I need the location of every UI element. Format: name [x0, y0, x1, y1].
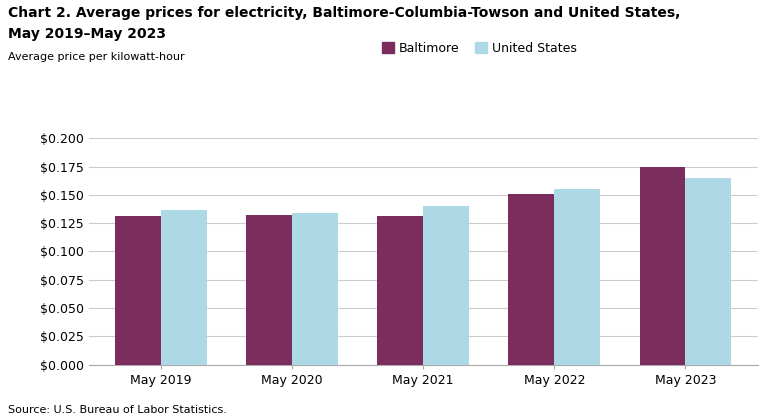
Text: Chart 2. Average prices for electricity, Baltimore-Columbia-Towson and United St: Chart 2. Average prices for electricity,…: [8, 6, 680, 20]
Text: Average price per kilowatt-hour: Average price per kilowatt-hour: [8, 52, 184, 62]
Bar: [424, 206, 469, 365]
Bar: [115, 216, 161, 365]
Bar: [161, 210, 207, 365]
Bar: [686, 178, 731, 365]
Text: Source: U.S. Bureau of Labor Statistics.: Source: U.S. Bureau of Labor Statistics.: [8, 405, 226, 415]
Bar: [554, 189, 600, 365]
Bar: [292, 213, 338, 365]
Bar: [377, 216, 424, 365]
Text: May 2019–May 2023: May 2019–May 2023: [8, 27, 165, 41]
Legend: Baltimore, United States: Baltimore, United States: [382, 42, 577, 55]
Bar: [639, 166, 686, 365]
Bar: [509, 194, 554, 365]
Bar: [247, 215, 292, 365]
